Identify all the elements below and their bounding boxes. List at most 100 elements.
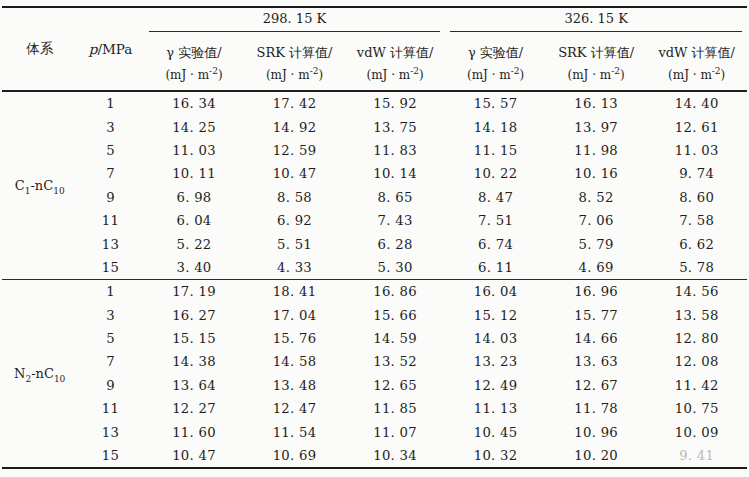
cell-value: 6. 04: [144, 209, 245, 232]
table-row: 9 6. 98 8. 58 8. 65 8. 47 8. 52 8. 60: [2, 186, 747, 209]
column-header-label: SRK 计算值/: [546, 42, 647, 65]
cell-pressure: 9: [77, 374, 143, 397]
cell-value: 10. 32: [445, 444, 546, 468]
column-header-vdw-298: vdW 计算值/ (mJ · m-2): [345, 38, 446, 91]
cell-value: 11. 85: [345, 397, 446, 420]
cell-pressure: 3: [77, 304, 143, 327]
cell-value: 5. 22: [144, 232, 245, 255]
cell-value: 7. 51: [445, 209, 546, 232]
cell-value: 11. 15: [445, 139, 546, 162]
table-row: 7 10. 11 10. 47 10. 14 10. 22 10. 16 9. …: [2, 162, 747, 185]
cell-value: 6. 92: [244, 209, 345, 232]
cell-pressure: 11: [77, 209, 143, 232]
cell-value: 13. 23: [445, 350, 546, 373]
column-header-label: SRK 计算值/: [244, 42, 345, 65]
temp-group-326: 326. 15 K: [445, 7, 747, 38]
cell-value: 10. 47: [244, 162, 345, 185]
cell-pressure: 7: [77, 162, 143, 185]
cell-pressure: 13: [77, 232, 143, 255]
cell-value: 13. 48: [244, 374, 345, 397]
cell-value: 12. 27: [144, 397, 245, 420]
temp-group-298: 298. 15 K: [144, 7, 446, 38]
cell-pressure: 1: [77, 91, 143, 115]
table-row: C1-nC10 1 16. 34 17. 42 15. 92 15. 57 16…: [2, 91, 747, 115]
column-header-label: γ 实验值/: [144, 42, 245, 65]
cell-value: 8. 58: [244, 186, 345, 209]
cell-value: 6. 28: [345, 232, 446, 255]
cell-value: 6. 62: [646, 232, 747, 255]
column-header-unit: (mJ · m-2): [345, 65, 446, 86]
cell-pressure: 5: [77, 139, 143, 162]
cell-value: 12. 65: [345, 374, 446, 397]
temp-label-298: 298. 15 K: [263, 11, 326, 26]
cell-pressure: 5: [77, 327, 143, 350]
column-header-vdw-326: vdW 计算值/ (mJ · m-2): [646, 38, 747, 91]
cell-value: 15. 77: [546, 304, 647, 327]
cell-value: 15. 12: [445, 304, 546, 327]
cell-pressure: 7: [77, 350, 143, 373]
cell-value: 10. 45: [445, 420, 546, 443]
cell-value: 13. 64: [144, 374, 245, 397]
cell-value: 10. 69: [244, 444, 345, 468]
table-row: 15 10. 47 10. 69 10. 34 10. 32 10. 20 9.…: [2, 444, 747, 468]
cell-pressure: 1: [77, 280, 143, 304]
cell-value-faded: 9. 41: [646, 444, 747, 468]
cell-value: 5. 78: [646, 256, 747, 280]
column-header-unit: (mJ · m-2): [244, 65, 345, 86]
cell-value: 7. 06: [546, 209, 647, 232]
table-row: 11 6. 04 6. 92 7. 43 7. 51 7. 06 7. 58: [2, 209, 747, 232]
cell-value: 12. 61: [646, 115, 747, 138]
cell-value: 16. 96: [546, 280, 647, 304]
cell-pressure: 11: [77, 397, 143, 420]
header-row-temperature-groups: 体系 p/MPa 298. 15 K 326. 15 K: [2, 7, 747, 38]
cell-value: 10. 16: [546, 162, 647, 185]
pressure-unit: /MPa: [97, 41, 132, 57]
column-header-srk-298: SRK 计算值/ (mJ · m-2): [244, 38, 345, 91]
cell-value: 16. 13: [546, 91, 647, 115]
cell-value: 8. 47: [445, 186, 546, 209]
cell-value: 10. 34: [345, 444, 446, 468]
cell-value: 16. 04: [445, 280, 546, 304]
cell-value: 15. 57: [445, 91, 546, 115]
column-header-gamma-exp-298: γ 实验值/ (mJ · m-2): [144, 38, 245, 91]
cell-value: 15. 92: [345, 91, 446, 115]
cell-value: 11. 13: [445, 397, 546, 420]
cell-value: 10. 47: [144, 444, 245, 468]
table-row: 7 14. 38 14. 58 13. 52 13. 23 13. 63 12.…: [2, 350, 747, 373]
table-row: 5 11. 03 12. 59 11. 83 11. 15 11. 98 11.…: [2, 139, 747, 162]
cell-value: 5. 79: [546, 232, 647, 255]
cell-value: 10. 75: [646, 397, 747, 420]
temp-group-298-underline: 298. 15 K: [149, 11, 441, 32]
cell-value: 17. 42: [244, 91, 345, 115]
cell-value: 17. 04: [244, 304, 345, 327]
cell-value: 13. 58: [646, 304, 747, 327]
cell-value: 12. 08: [646, 350, 747, 373]
cell-value: 7. 43: [345, 209, 446, 232]
cell-value: 14. 92: [244, 115, 345, 138]
temp-group-326-underline: 326. 15 K: [450, 11, 742, 32]
cell-value: 11. 07: [345, 420, 446, 443]
cell-value: 10. 20: [546, 444, 647, 468]
cell-pressure: 13: [77, 420, 143, 443]
cell-value: 10. 96: [546, 420, 647, 443]
interfacial-tension-table: 体系 p/MPa 298. 15 K 326. 15 K γ 实验值/ (mJ …: [2, 6, 747, 469]
cell-pressure: 3: [77, 115, 143, 138]
cell-value: 10. 22: [445, 162, 546, 185]
cell-value: 4. 33: [244, 256, 345, 280]
cell-value: 16. 34: [144, 91, 245, 115]
table-row: 13 5. 22 5. 51 6. 28 6. 74 5. 79 6. 62: [2, 232, 747, 255]
cell-value: 11. 03: [646, 139, 747, 162]
cell-value: 12. 47: [244, 397, 345, 420]
cell-value: 11. 60: [144, 420, 245, 443]
cell-value: 5. 51: [244, 232, 345, 255]
cell-value: 13. 63: [546, 350, 647, 373]
cell-value: 7. 58: [646, 209, 747, 232]
cell-value: 15. 76: [244, 327, 345, 350]
cell-pressure: 15: [77, 256, 143, 280]
table-row: 3 14. 25 14. 92 13. 75 14. 18 13. 97 12.…: [2, 115, 747, 138]
cell-value: 12. 80: [646, 327, 747, 350]
cell-pressure: 9: [77, 186, 143, 209]
cell-value: 13. 97: [546, 115, 647, 138]
column-header-unit: (mJ · m-2): [646, 65, 747, 86]
cell-value: 14. 58: [244, 350, 345, 373]
